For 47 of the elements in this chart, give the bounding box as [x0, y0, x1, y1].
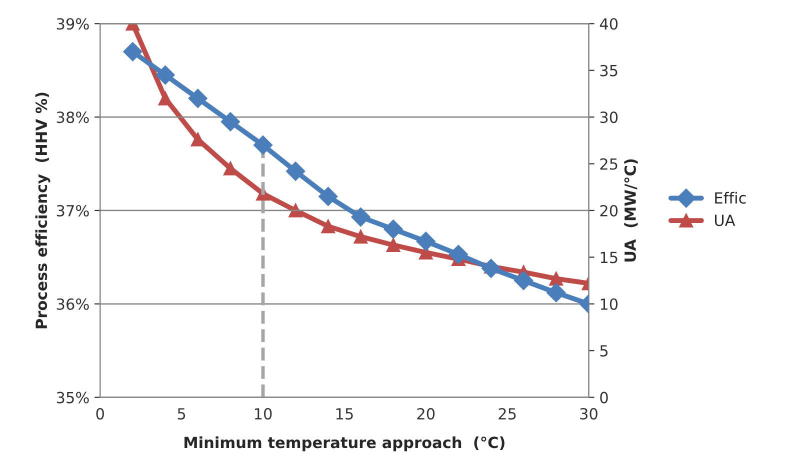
point [448, 244, 468, 264]
point [384, 220, 403, 239]
x-tick-label: 10 [254, 408, 272, 420]
y-tick-label: 36% [56, 298, 89, 310]
y2-tick-label: 20 [600, 204, 618, 217]
point [514, 271, 534, 290]
x-tick-label: 30 [580, 408, 598, 420]
point [386, 238, 400, 252]
legend-label: UA [714, 214, 736, 226]
y-tick-label: 38% [56, 112, 89, 124]
y2-tick-label: 15 [600, 252, 618, 264]
point [546, 283, 566, 302]
point [416, 232, 436, 251]
y-tick-label: 35% [56, 392, 89, 404]
y-tick-label: 37% [56, 204, 89, 217]
y2-tick-label: 35 [600, 64, 618, 76]
point [286, 162, 306, 181]
y2-tick-label: 30 [600, 112, 618, 124]
y-tick-label: 39% [56, 18, 89, 30]
y2-tick-label: 25 [600, 158, 618, 170]
y2-tick-label: 10 [600, 298, 618, 310]
point [288, 204, 303, 218]
point [481, 258, 501, 278]
y2-tick-label: 40 [600, 18, 618, 30]
point [253, 136, 273, 155]
x-tick-label: 0 [96, 408, 104, 420]
point [223, 162, 238, 176]
y-axis-title: Process efficiency (HHV %) [35, 92, 50, 328]
point [351, 207, 370, 227]
point [188, 88, 208, 108]
point [549, 272, 564, 286]
y2-tick-label: 5 [600, 345, 608, 357]
point [354, 230, 368, 244]
point [156, 65, 175, 85]
point [123, 42, 142, 62]
x-tick-label: 25 [498, 408, 516, 420]
point [321, 219, 336, 234]
x-tick-label: 20 [417, 408, 435, 420]
y2-tick-label: 0 [600, 392, 608, 404]
legend-label: Effic [715, 192, 746, 204]
x-tick-label: 15 [336, 408, 353, 420]
point [318, 186, 338, 206]
point [220, 112, 240, 132]
x-axis-title: Minimum temperature approach (°C) [184, 436, 504, 452]
x-tick-label: 5 [178, 408, 186, 420]
point [158, 91, 172, 106]
y2-axis-title: UA (MW/°C) [624, 159, 638, 262]
